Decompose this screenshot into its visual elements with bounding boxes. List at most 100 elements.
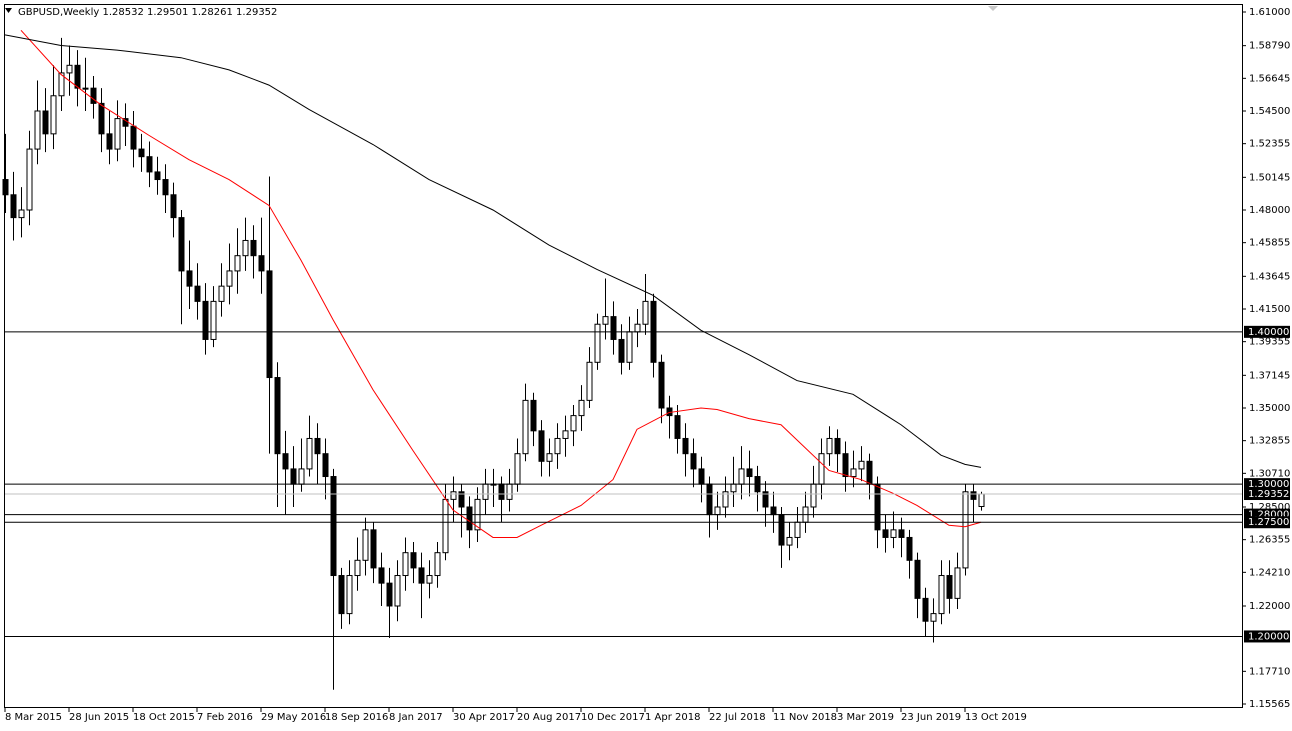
price-label-box <box>1244 516 1290 529</box>
candle-body <box>786 536 793 546</box>
price-label-box <box>1244 630 1290 643</box>
candle-body <box>442 498 449 554</box>
candle-body <box>978 493 985 508</box>
candle-body <box>138 148 145 158</box>
candle-body <box>930 613 937 622</box>
y-tick-label: 1.37145 <box>1249 370 1290 381</box>
y-tick-label: 1.15565 <box>1249 699 1290 710</box>
x-tick-label: 18 Sep 2016 <box>325 712 388 723</box>
candle-body <box>658 361 665 409</box>
candle-body <box>962 491 969 569</box>
candle-body <box>586 361 593 401</box>
price-label: 1.20000 <box>1248 631 1289 642</box>
candle-body <box>306 437 313 470</box>
candle-body <box>162 179 169 196</box>
price-label: 1.40000 <box>1248 327 1289 338</box>
candle-body <box>106 133 113 150</box>
y-tick-label: 1.28500 <box>1249 502 1290 513</box>
y-tick-label: 1.41500 <box>1249 304 1290 315</box>
candle-body <box>914 559 921 599</box>
candle-body <box>50 95 57 135</box>
x-tick-label: 3 Mar 2019 <box>837 712 894 723</box>
candle-body <box>514 453 521 485</box>
candle-body <box>370 529 377 569</box>
candle-body <box>338 575 345 615</box>
candle-body <box>290 468 297 485</box>
candle-body <box>226 270 233 287</box>
candle-body <box>906 536 913 561</box>
candle-body <box>66 64 73 74</box>
y-tick-label: 1.50145 <box>1249 172 1290 183</box>
candle-body <box>682 437 689 455</box>
plot <box>2 29 985 690</box>
candle-body <box>762 491 769 508</box>
candle-body <box>202 300 209 340</box>
x-tick-label: 29 May 2016 <box>261 712 326 723</box>
candle-body <box>434 552 441 577</box>
candle-body <box>562 430 569 439</box>
x-tick-label: 13 Oct 2019 <box>965 712 1027 723</box>
x-tick-label: 1 Apr 2018 <box>645 712 700 723</box>
candle-body <box>114 118 121 150</box>
candle-body <box>898 529 905 538</box>
candle-body <box>634 323 641 333</box>
candle-body <box>610 316 617 340</box>
candle-body <box>842 453 849 478</box>
candle-body <box>346 575 353 615</box>
moving-average <box>4 34 982 468</box>
candle-body <box>498 483 505 500</box>
price-label: 1.30000 <box>1248 479 1289 490</box>
candle-body <box>466 506 473 531</box>
candle-body <box>714 506 721 516</box>
candle-body <box>322 453 329 478</box>
x-tick-label: 20 Aug 2017 <box>517 712 581 723</box>
chart-title: GBPUSD,Weekly 1.28532 1.29501 1.28261 1.… <box>18 7 277 18</box>
candle-body <box>82 87 89 90</box>
y-tick-label: 1.56645 <box>1249 73 1290 84</box>
candle-body <box>482 483 489 500</box>
y-tick-label: 1.35000 <box>1249 403 1290 414</box>
x-tick-label: 18 Oct 2015 <box>133 712 195 723</box>
candle-body <box>538 430 545 462</box>
y-tick-label: 1.45855 <box>1249 238 1290 249</box>
candle-body <box>738 468 745 485</box>
candle-body <box>210 300 217 340</box>
price-label: 1.28000 <box>1248 510 1289 521</box>
candle-body <box>218 285 225 302</box>
y-tick-label: 1.58790 <box>1249 41 1290 52</box>
candle-body <box>698 468 705 485</box>
candle-body <box>26 148 33 211</box>
candle-body <box>618 338 625 363</box>
candle-body <box>522 399 529 455</box>
candle-body <box>426 575 433 584</box>
candle-body <box>690 453 697 470</box>
candle-body <box>746 468 753 478</box>
candle-body <box>130 125 137 150</box>
candle-body <box>394 575 401 607</box>
candle-body <box>882 529 889 538</box>
candle-body <box>242 239 249 257</box>
candle-body <box>34 110 41 150</box>
price-label-box <box>1244 478 1290 491</box>
y-tick-label: 1.24210 <box>1249 567 1290 578</box>
candle-body <box>850 468 857 478</box>
candle-body <box>778 514 785 546</box>
candle-body <box>554 437 561 455</box>
x-tick-label: 8 Mar 2015 <box>5 712 62 723</box>
candle-body <box>74 64 81 89</box>
candle-body <box>594 323 601 363</box>
candle-body <box>626 331 633 363</box>
candle-body <box>410 552 417 569</box>
candle-body <box>314 437 321 455</box>
candle-body <box>810 483 817 508</box>
candle-body <box>170 194 177 219</box>
y-tick-label: 1.52355 <box>1249 139 1290 150</box>
price-label-box <box>1244 325 1290 338</box>
candle-body <box>58 72 65 97</box>
candle-body <box>578 399 585 417</box>
candle-body <box>954 567 961 599</box>
menu-arrow[interactable] <box>5 8 12 13</box>
candle-body <box>258 255 265 272</box>
candle-body <box>378 567 385 584</box>
